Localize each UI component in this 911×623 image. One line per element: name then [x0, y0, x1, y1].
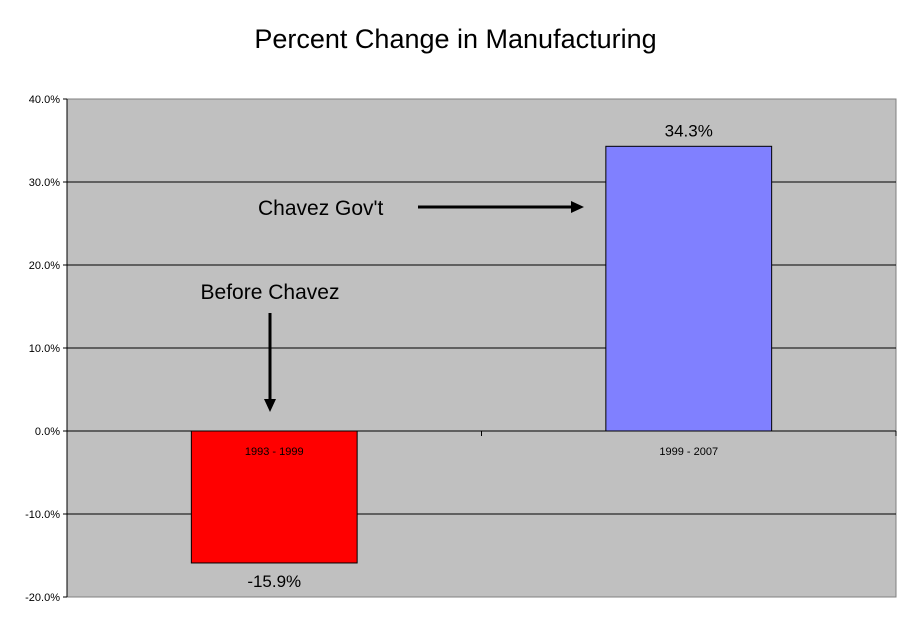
- bar: [605, 145, 773, 432]
- x-axis: 1993 - 1999 1999 - 2007: [66, 430, 897, 458]
- data-labels: -15.9% 34.3%: [247, 121, 713, 591]
- annotation-chavez-govt-text: Chavez Gov't: [258, 197, 384, 220]
- data-label: -15.9%: [247, 572, 301, 591]
- y-tick-label: -10.0%: [25, 509, 60, 521]
- bars: [190, 145, 773, 564]
- y-tick-label: 20.0%: [29, 260, 60, 272]
- bar: [190, 430, 358, 564]
- annotation-before-chavez: Before Chavez: [201, 281, 340, 412]
- x-tick-label: 1993 - 1999: [245, 446, 304, 458]
- y-tick-label: -20.0%: [25, 592, 60, 604]
- y-tick-label: 40.0%: [29, 94, 60, 106]
- y-axis: -20.0% -10.0% 0.0% 10.0% 20.0% 30.0% 40.0%: [25, 94, 68, 604]
- y-tick-label: 30.0%: [29, 177, 60, 189]
- data-label: 34.3%: [665, 121, 713, 140]
- annotation-down-arrow-head: [264, 399, 276, 412]
- annotation-chavez-govt: Chavez Gov't: [258, 197, 584, 220]
- x-tick-label: 1999 - 2007: [659, 446, 718, 458]
- y-tick-label: 0.0%: [35, 426, 60, 438]
- chart-title: Percent Change in Manufacturing: [254, 24, 657, 54]
- annotation-before-chavez-text: Before Chavez: [201, 281, 340, 304]
- annotation-right-arrow-head: [571, 201, 584, 213]
- y-tick-label: 10.0%: [29, 343, 60, 355]
